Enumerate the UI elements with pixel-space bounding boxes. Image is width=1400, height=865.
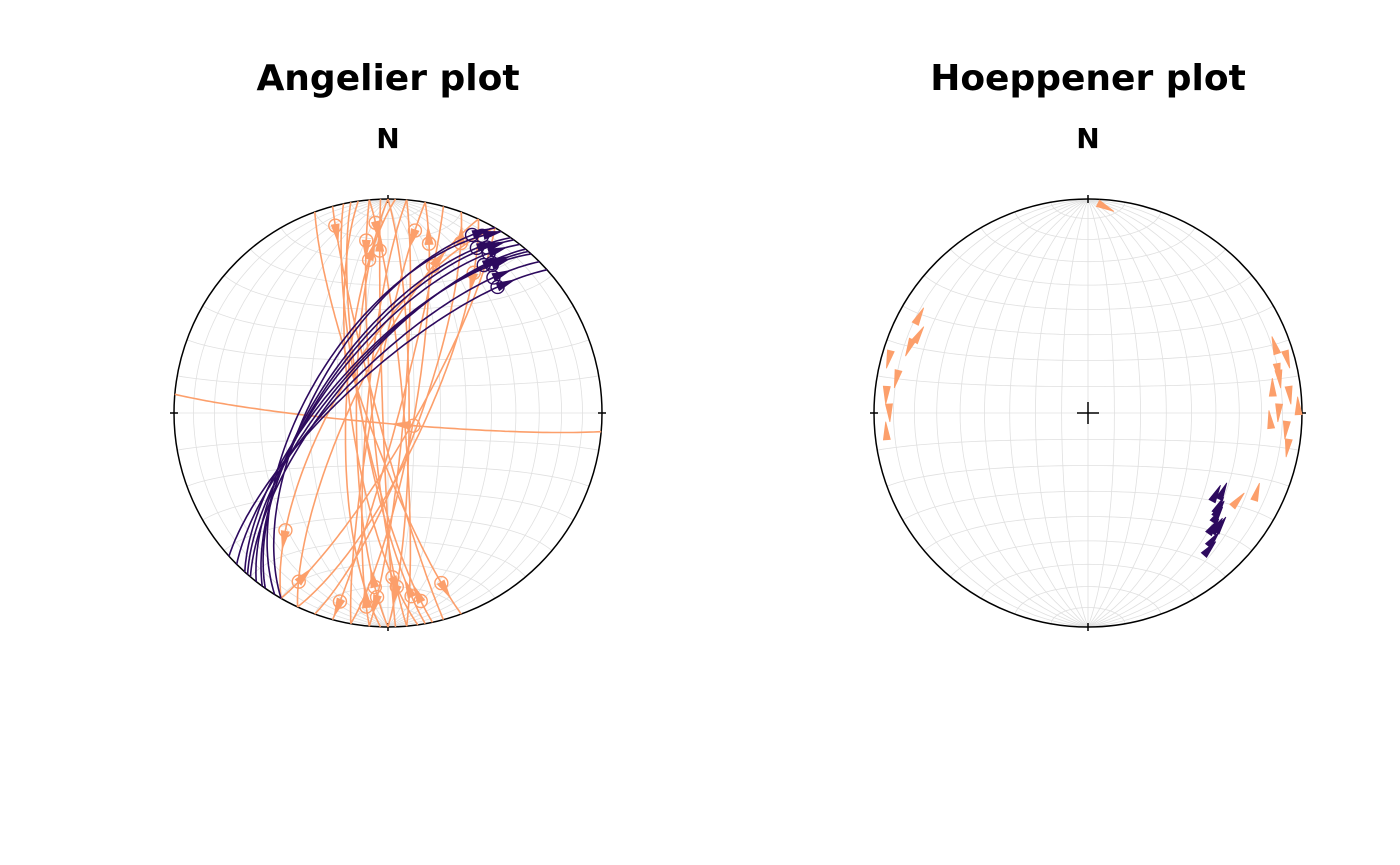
net-grid [1014, 586, 1162, 615]
fault-plane [228, 269, 548, 557]
net-grid [1050, 202, 1126, 219]
fault-plane [235, 260, 540, 565]
net-grid [350, 607, 426, 624]
pole-arrow [1284, 385, 1293, 405]
net-grid [886, 465, 1290, 487]
fault-plane [249, 248, 526, 577]
pole-arrow [1215, 482, 1228, 502]
pole-arrow [1282, 420, 1291, 440]
slip-arrow [392, 584, 402, 604]
pole-arrow [882, 385, 891, 405]
fault-plane [260, 239, 514, 587]
net-grid [186, 339, 590, 361]
fault-plane [378, 199, 397, 627]
north-label: N [1076, 122, 1099, 155]
pole-arrow [1268, 378, 1277, 397]
pole-arrow [884, 403, 893, 423]
fault-plane [314, 211, 463, 615]
fault-plane [255, 243, 520, 582]
net-grid [1014, 211, 1162, 240]
pole-arrow [882, 421, 891, 441]
fault-plane [174, 393, 602, 434]
slip-arrow [490, 256, 510, 268]
slip-arrow [495, 279, 515, 292]
slip-arrow [330, 223, 340, 243]
slip-arrow [370, 220, 380, 240]
slip-lineation [434, 575, 449, 591]
net-grid [980, 563, 1196, 599]
net-grid [186, 465, 590, 487]
slip-arrow [409, 228, 420, 248]
net-grid [177, 375, 599, 387]
pole-arrow [1250, 482, 1260, 502]
net-grid [980, 227, 1196, 263]
net-grid [923, 275, 1253, 310]
fault-plane [244, 253, 532, 573]
fault-plane [355, 198, 389, 628]
net-grid [1050, 607, 1126, 624]
fault-plane [344, 198, 397, 628]
pole-arrow [1271, 336, 1282, 356]
pole-arrow [1284, 438, 1293, 458]
plot-title: Angelier plot [256, 58, 519, 99]
net-grid [886, 339, 1290, 361]
fault-plane [368, 199, 412, 627]
pole-arrow [1200, 541, 1217, 559]
fault-plane [331, 206, 445, 621]
pole-arrow [911, 307, 925, 326]
net-grid [877, 375, 1299, 387]
fault-plane [387, 198, 410, 628]
slip-arrow [280, 530, 290, 550]
pole-arrow [1281, 349, 1291, 369]
fault-plane [361, 199, 408, 627]
pole-arrow [893, 369, 903, 389]
pole-arrow [1204, 531, 1220, 549]
fault-plane [340, 203, 434, 623]
slip-arrow [392, 421, 412, 430]
fault-plane [296, 218, 479, 607]
north-label: N [376, 122, 399, 155]
net-grid [877, 439, 1299, 451]
pole-arrow [1267, 410, 1276, 430]
pole-arrow [1275, 403, 1284, 423]
slip-arrow [333, 597, 346, 617]
fault-plane [246, 250, 529, 575]
net-grid [314, 586, 462, 615]
pole-arrow [886, 349, 895, 369]
slip-arrow [429, 251, 446, 270]
slip-arrow [424, 226, 434, 246]
plot-title: Hoeppener plot [930, 58, 1246, 99]
fault-plane [314, 211, 462, 615]
net-grid [950, 540, 1226, 578]
net-grid [950, 248, 1226, 286]
fault-plane [350, 202, 431, 625]
slip-arrow [372, 594, 382, 614]
fault-plane [349, 202, 426, 624]
pole-arrow [1208, 517, 1223, 536]
pole-arrow [1211, 500, 1225, 519]
pole-arrow [1272, 362, 1281, 382]
net-grid [350, 202, 426, 219]
slip-arrow [485, 241, 505, 252]
pole-arrow [1294, 396, 1303, 416]
pole-arrow [1229, 492, 1245, 510]
net-grid [177, 439, 599, 451]
net-grid [902, 305, 1274, 336]
slip-arrow [413, 585, 426, 604]
pole-arrow [1095, 199, 1115, 212]
slip-arrow [482, 231, 502, 240]
fault-plane [266, 230, 502, 595]
slip-arrow [364, 242, 376, 262]
pole-arrow [1208, 484, 1221, 504]
pole-arrow [910, 326, 925, 345]
fault-plane [272, 226, 496, 599]
slip-arrow [491, 270, 511, 282]
fault-plane [343, 200, 419, 626]
slip-arrow [436, 579, 451, 598]
slip-arrow [361, 239, 371, 259]
